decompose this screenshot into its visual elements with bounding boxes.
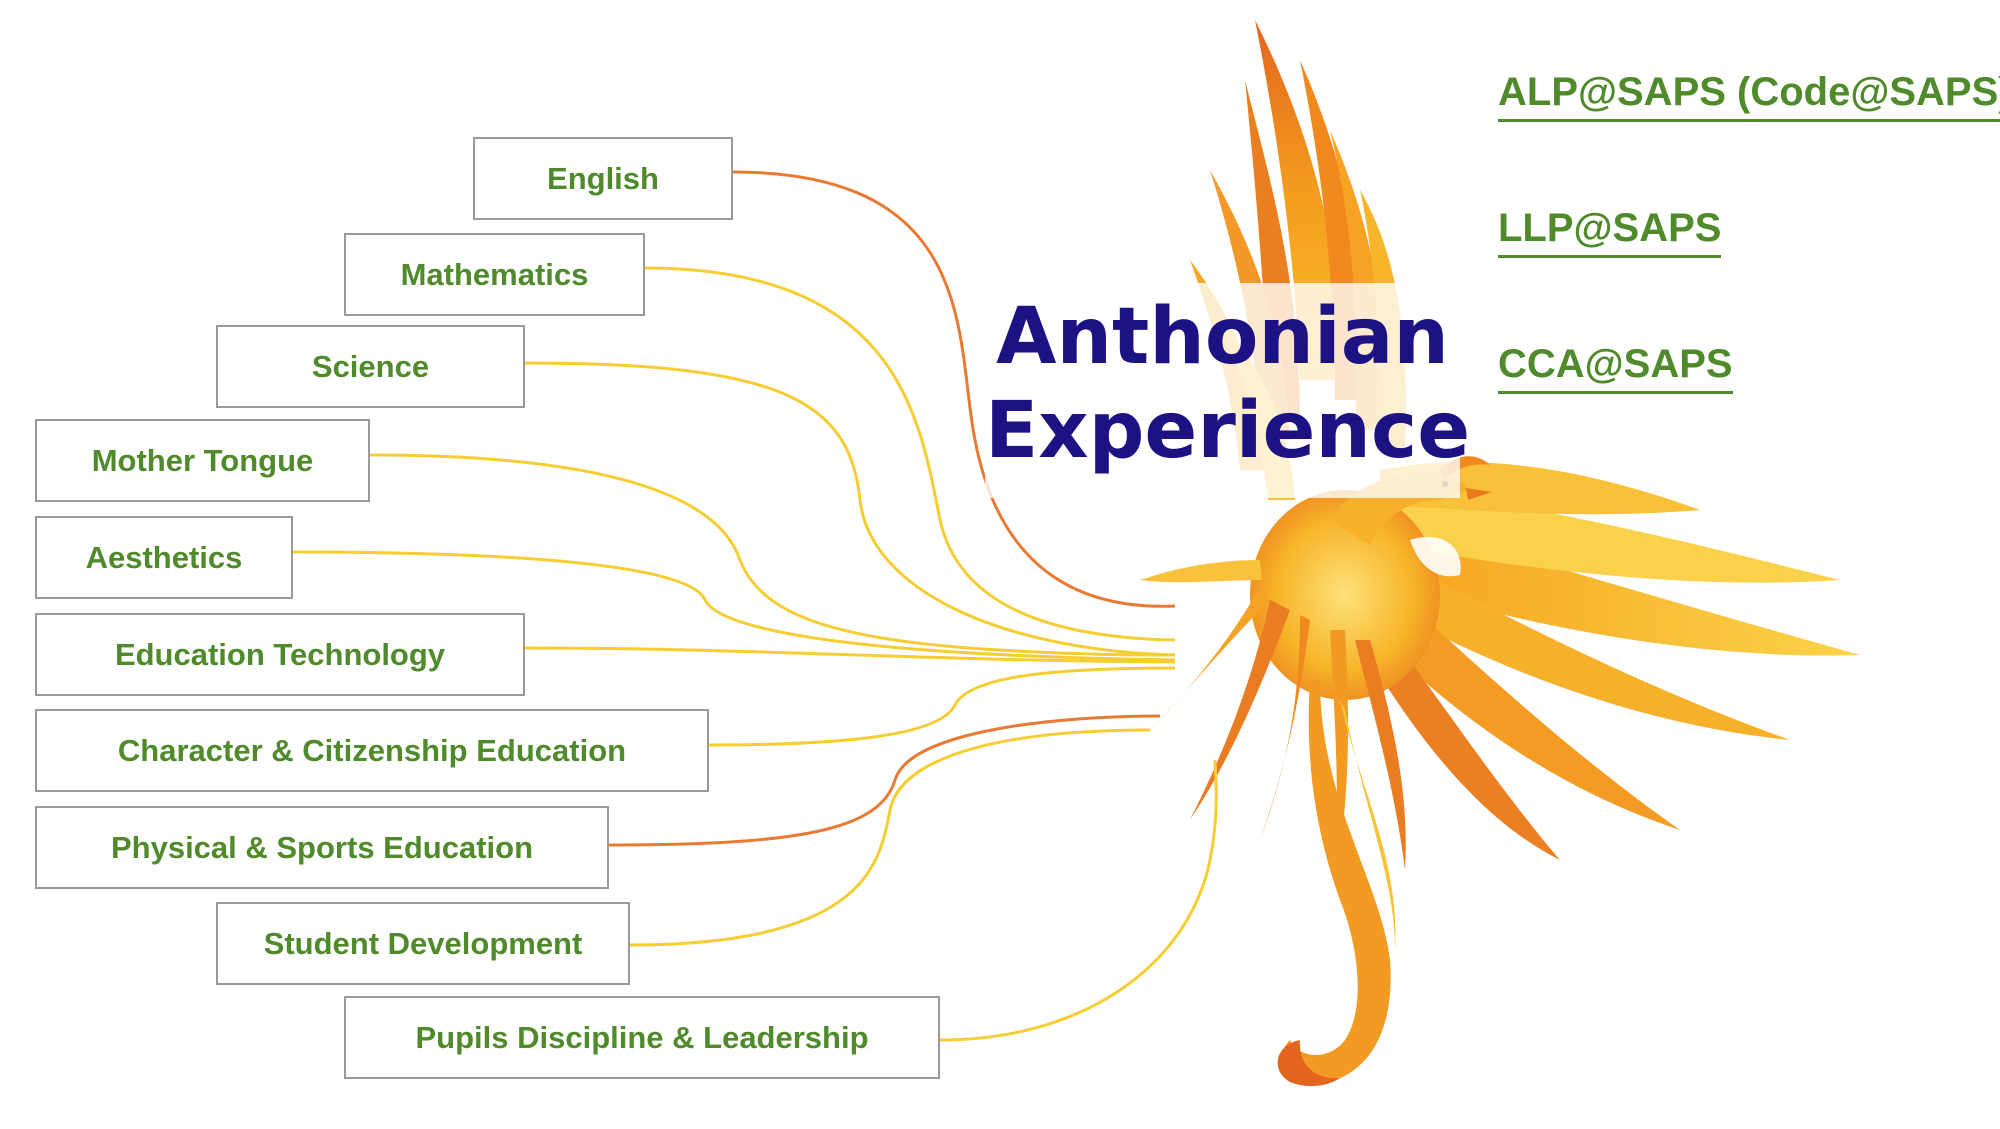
phoenix-lower-wing: [1140, 560, 1406, 880]
page-title: Anthonian Experience: [985, 290, 1471, 478]
phoenix-tail: [1277, 680, 1396, 1087]
programme-link-alp[interactable]: ALP@SAPS (Code@SAPS): [1498, 70, 2000, 122]
subject-box-education-technology[interactable]: Education Technology: [35, 613, 525, 696]
thread-character-citizenship: [708, 666, 1176, 747]
thread-pupils-discipline: [939, 759, 1218, 1042]
thread-mother-tongue: [369, 453, 1176, 657]
thread-aesthetics: [292, 550, 1176, 662]
subject-box-character-citizenship[interactable]: Character & Citizenship Education: [35, 709, 709, 792]
title-line-2: Experience: [985, 386, 1471, 476]
thread-student-development: [629, 728, 1151, 947]
subject-box-physical-sports[interactable]: Physical & Sports Education: [35, 806, 609, 889]
subject-box-student-development[interactable]: Student Development: [216, 902, 630, 985]
phoenix-body: [1250, 490, 1440, 700]
thread-physical-sports: [608, 714, 1161, 847]
subject-box-mother-tongue[interactable]: Mother Tongue: [35, 419, 370, 502]
subject-box-science[interactable]: Science: [216, 325, 525, 408]
subject-box-pupils-discipline[interactable]: Pupils Discipline & Leadership: [344, 996, 940, 1079]
phoenix-illustration: [1140, 20, 1860, 1087]
thread-education-technology: [524, 646, 1176, 664]
thread-mathematics: [644, 266, 1176, 642]
thread-english: [732, 170, 1176, 608]
programme-link-cca[interactable]: CCA@SAPS: [1498, 342, 1733, 394]
thread-science: [524, 361, 1176, 657]
subject-box-mathematics[interactable]: Mathematics: [344, 233, 645, 316]
title-line-1: Anthonian: [996, 292, 1449, 382]
programme-link-llp[interactable]: LLP@SAPS: [1498, 206, 1722, 258]
phoenix-right-wing: [1370, 462, 1860, 860]
subject-box-aesthetics[interactable]: Aesthetics: [35, 516, 293, 599]
title-backdrop: [985, 283, 1460, 498]
subject-box-english[interactable]: English: [473, 137, 733, 220]
connector-threads: [292, 170, 1218, 1042]
